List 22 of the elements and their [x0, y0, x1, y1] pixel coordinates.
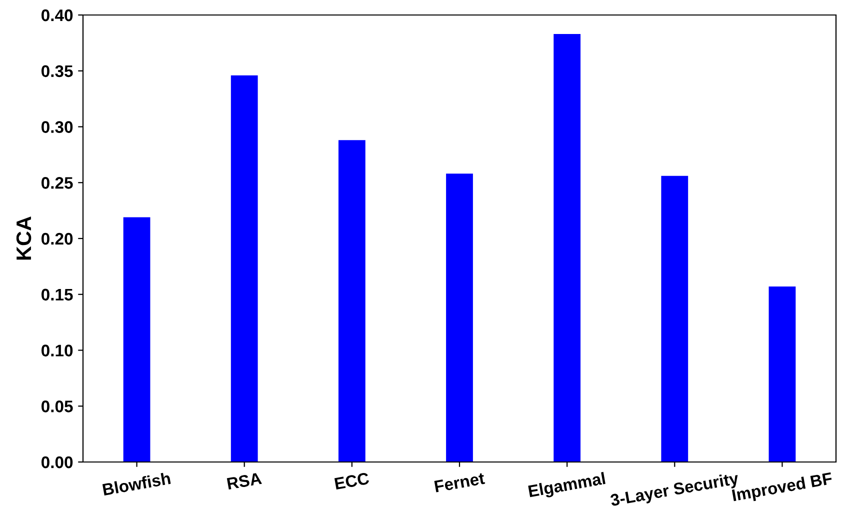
y-tick-label: 0.30 [42, 121, 73, 133]
y-axis-title: KCA [16, 216, 32, 260]
x-tick-label: Blowfish [102, 472, 171, 496]
bar [230, 75, 258, 462]
bar [123, 217, 150, 462]
y-tick-label: 0.10 [42, 344, 73, 356]
y-tick-label: 0.20 [42, 232, 73, 245]
y-tick-label: 0.05 [42, 400, 73, 412]
x-tick-label: RSA [226, 472, 262, 490]
bar [338, 140, 366, 462]
x-tick-label: Elgammal [528, 472, 606, 501]
bar [446, 174, 473, 462]
bar [554, 34, 581, 462]
bar [768, 286, 796, 462]
y-tick-label: 0.40 [42, 9, 73, 22]
y-tick-label: 0.15 [42, 288, 73, 301]
y-tick-label: 0.25 [42, 177, 73, 189]
bar [661, 176, 688, 462]
y-tick-label: 0.35 [42, 65, 73, 78]
x-tick-label: ECC [334, 472, 370, 490]
y-tick-label: 0.00 [42, 456, 73, 468]
x-tick-label: Fernet [434, 472, 486, 492]
